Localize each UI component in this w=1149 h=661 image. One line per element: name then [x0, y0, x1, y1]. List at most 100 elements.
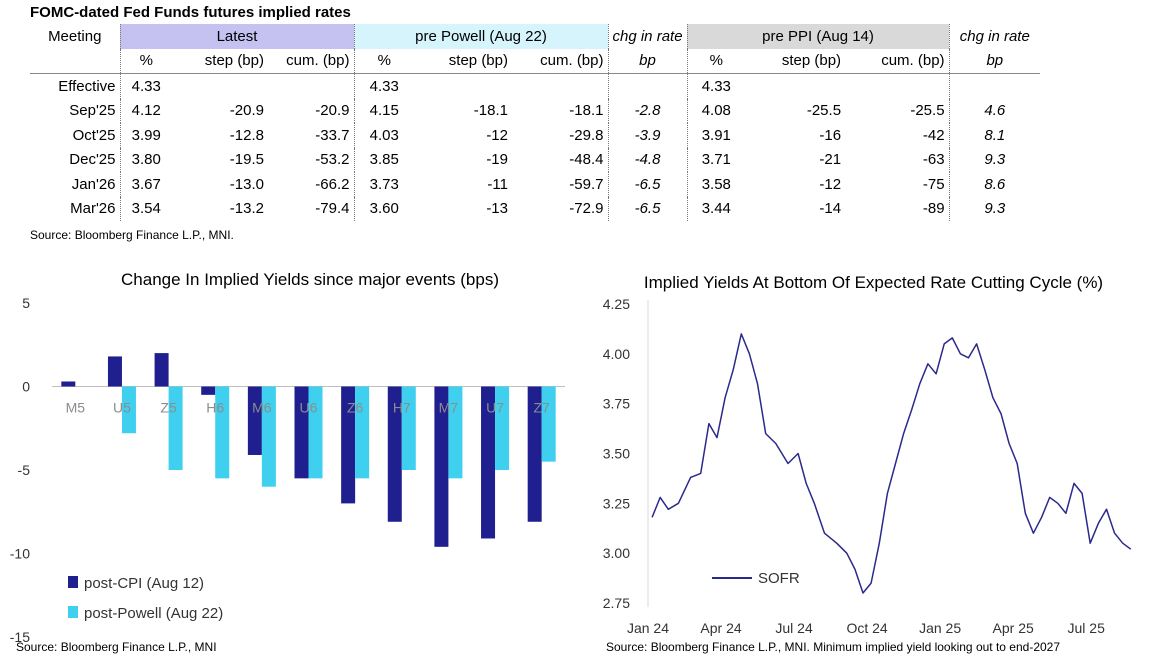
post-powell-bar [355, 386, 370, 479]
line-chart: 4.25 4.00 3.75 3.50 3.25 3.00 2.75 Jan 24 Apr 24… [603, 296, 1132, 636]
sub-header-bp: bp [607, 48, 688, 74]
post-powell-bar [261, 386, 276, 487]
x-tick-label: Jan 24 [627, 620, 669, 636]
post-powell-bar [168, 386, 183, 470]
powell-step-cell: -11 [487, 175, 508, 193]
ppi-pct-cell: 3.71 [686, 147, 746, 172]
x-tick-label: Jan 25 [919, 620, 961, 636]
y-tick-label: -10 [10, 546, 30, 562]
powell-step-cell: -13 [486, 200, 508, 218]
y-tick-label: 4.25 [603, 296, 630, 312]
sofr-line [651, 333, 1132, 594]
meeting-cell: Mar'26 [70, 200, 116, 218]
powell-step-cell: -12 [486, 126, 508, 144]
x-tick-label: M6 [252, 400, 272, 416]
x-tick-label: Apr 25 [993, 620, 1034, 636]
chg1-cell: -6.5 [607, 172, 688, 197]
latest-cum-cell: -33.7 [315, 126, 350, 144]
post-powell-bar [215, 386, 230, 479]
post-cpi-bar [527, 386, 542, 522]
y-tick-label: 5 [22, 295, 30, 311]
y-tick-label: 3.50 [603, 446, 630, 462]
powell-pct-cell: 4.15 [353, 98, 414, 123]
post-powell-bar [401, 386, 416, 470]
ppi-pct-cell: 4.08 [686, 98, 746, 123]
post-cpi-bar [481, 386, 496, 539]
chg2-cell: 9.3 [948, 196, 1041, 221]
latest-header: Latest [119, 24, 354, 49]
x-tick-label: M5 [66, 400, 86, 416]
x-tick-label: Jul 24 [775, 620, 813, 636]
powell-step-cell: -19 [486, 151, 508, 169]
post-cpi-bar [434, 386, 449, 547]
chg-in-rate-header-1: chg in rate [607, 24, 688, 49]
chg2-cell: 8.6 [948, 172, 1041, 197]
sub-header-pct: % [686, 48, 746, 74]
powell-pct-cell: 4.03 [353, 123, 414, 148]
sub-header-cum: cum. (bp) [845, 48, 950, 74]
pre-powell-header: pre Powell (Aug 22) [353, 24, 608, 49]
post-powell-bar [495, 386, 510, 470]
post-cpi-bar [107, 356, 122, 387]
chg1-cell: -2.8 [607, 98, 688, 123]
latest-cum-cell: -79.4 [315, 200, 350, 218]
y-tick-label: -5 [18, 462, 31, 478]
table-row: Dec'25 3.80 -19.5 -53.2 3.85 -19 -48.4 -… [30, 147, 1041, 172]
legend-label: post-Powell (Aug 22) [84, 605, 223, 622]
y-tick-label: 3.25 [603, 495, 630, 511]
latest-pct-cell: 3.99 [119, 123, 172, 148]
ppi-step-cell: -14 [819, 200, 842, 218]
chg2-cell: 4.6 [948, 98, 1041, 123]
sub-header-bp: bp [948, 48, 1041, 74]
x-tick-label: Z5 [160, 400, 177, 416]
sub-header-pct: % [119, 48, 172, 74]
sub-header-step: step (bp) [172, 48, 268, 74]
legend-label: SOFR [758, 570, 800, 587]
latest-cum-cell: -66.2 [315, 175, 350, 193]
chg-in-rate-header-2: chg in rate [948, 24, 1041, 49]
powell-pct-cell: 3.85 [353, 147, 414, 172]
ppi-cum-cell: -75 [922, 175, 945, 193]
latest-step-cell: -20.9 [229, 102, 264, 120]
ppi-step-cell [745, 74, 845, 99]
latest-pct-cell: 3.54 [119, 196, 172, 221]
x-tick-label: U5 [113, 400, 131, 416]
table-row: Sep'25 4.12 -20.9 -20.9 4.15 -18.1 -18.1… [30, 98, 1041, 123]
table-source-note: Source: Bloomberg Finance L.P., MNI. [30, 228, 234, 242]
ppi-step-cell: -16 [819, 126, 842, 144]
post-cpi-bar [247, 386, 262, 455]
ppi-step-cell: -25.5 [806, 102, 842, 120]
powell-cum-cell: -29.8 [569, 126, 604, 144]
chg1-cell [607, 73, 688, 99]
post-powell-bar [541, 386, 556, 462]
y-tick-label: 3.75 [603, 396, 630, 412]
ppi-pct-cell: 4.33 [686, 73, 746, 99]
y-tick-label: 4.00 [603, 346, 630, 362]
ppi-pct-cell: 3.91 [686, 123, 746, 148]
powell-cum-cell [512, 74, 608, 99]
chg1-cell: -3.9 [607, 123, 688, 148]
sub-header-pct: % [353, 48, 414, 74]
meeting-cell: Oct'25 [72, 126, 116, 144]
x-tick-label: Z7 [534, 400, 551, 416]
x-tick-label: U7 [486, 400, 504, 416]
chg2-cell: 8.1 [948, 123, 1041, 148]
table-row: Mar'26 3.54 -13.2 -79.4 3.60 -13 -72.9 -… [30, 196, 1041, 221]
ppi-cum-cell: -42 [922, 126, 945, 144]
powell-cum-cell: -72.9 [569, 200, 604, 218]
ppi-cum-cell [845, 74, 949, 99]
y-tick-label: 0 [22, 379, 30, 395]
meeting-header: Meeting [48, 27, 102, 45]
table-row: Oct'25 3.99 -12.8 -33.7 4.03 -12 -29.8 -… [30, 123, 1041, 148]
pre-ppi-header: pre PPI (Aug 14) [686, 24, 950, 49]
post-powell-bar [121, 386, 136, 434]
powell-pct-cell: 3.73 [353, 172, 414, 197]
ppi-step-cell: -21 [819, 151, 842, 169]
post-powell-bar [448, 386, 463, 479]
bar-chart: 5 0 -5 -10 -15 M5 U5 Z5 H6 M6 U6 Z6 H7 M7 U7 Z7 post-CPI… [10, 295, 565, 642]
table-row: Jan'26 3.67 -13.0 -66.2 3.73 -11 -59.7 -… [30, 172, 1041, 197]
chg1-cell: -6.5 [607, 196, 688, 221]
powell-step-cell [414, 74, 512, 99]
sub-header-step: step (bp) [414, 48, 512, 74]
table-row: Effective 4.33 4.33 4.33 [30, 73, 1041, 99]
